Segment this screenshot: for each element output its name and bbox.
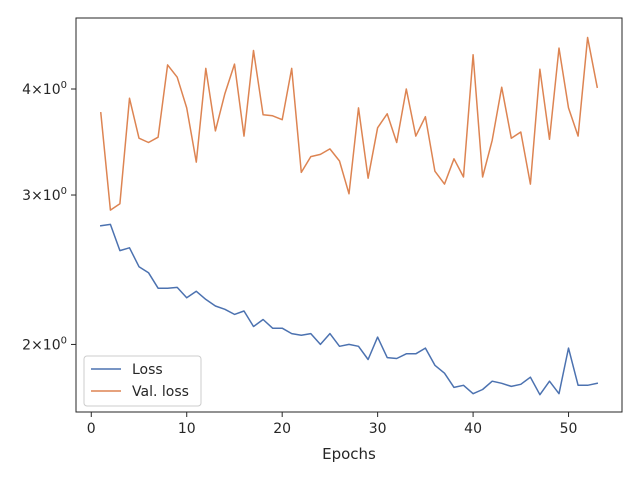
- plot-frame: [75, 17, 623, 413]
- y-tick-label: 2×100: [22, 335, 67, 353]
- y-tick-label: 4×100: [22, 80, 67, 98]
- legend-label-val-loss: Val. loss: [132, 384, 189, 400]
- series-layer: [99, 36, 599, 396]
- x-axis: 0 10 20 30 40 50: [87, 412, 578, 437]
- legend: Loss Val. loss: [83, 355, 202, 407]
- x-tick-label: 20: [273, 421, 291, 437]
- plot-area: [75, 17, 623, 413]
- x-tick-label: 50: [560, 421, 578, 437]
- series-line-val-loss: [99, 36, 599, 211]
- x-tick-label: 40: [464, 421, 482, 437]
- x-axis-title: Epochs: [322, 445, 376, 463]
- x-tick-label: 0: [87, 421, 96, 437]
- y-tick-label: 3×100: [22, 186, 67, 204]
- legend-label-loss: Loss: [132, 362, 163, 378]
- x-tick-label: 30: [369, 421, 387, 437]
- x-tick-label: 10: [178, 421, 196, 437]
- y-axis: 2×100 3×100 4×100: [22, 80, 76, 353]
- series-line-loss: [99, 223, 599, 396]
